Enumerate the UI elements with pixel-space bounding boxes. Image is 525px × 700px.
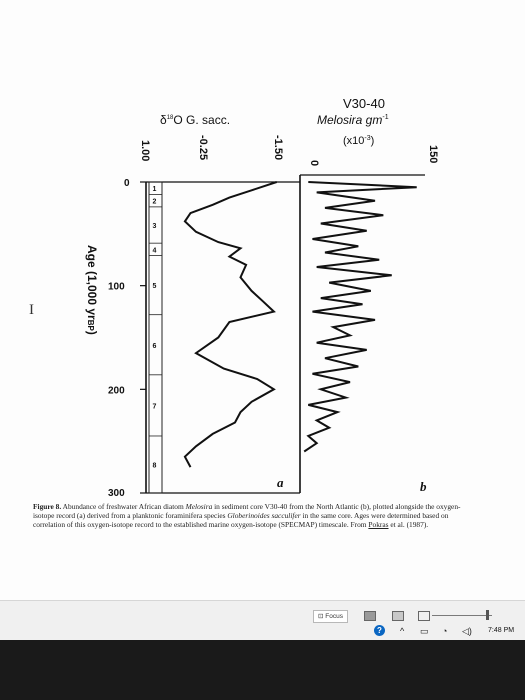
isotope-stages: 1 2 3 4 5 6 7 8 bbox=[149, 186, 162, 469]
figure-caption: Figure 8. Abundance of freshwater Africa… bbox=[33, 502, 465, 529]
melosira-scale: (x10-3) bbox=[343, 135, 374, 147]
stage-label: 1 bbox=[153, 186, 157, 193]
caption-text-7: et al. (1987). bbox=[388, 520, 429, 529]
melosira-label: Melosira gm-1 bbox=[317, 113, 389, 127]
caption-fig-label: Figure 8. bbox=[33, 502, 62, 511]
print-layout-icon[interactable] bbox=[392, 611, 404, 621]
caption-genus: Melosira bbox=[185, 502, 213, 511]
age-tick-label: 0 bbox=[124, 178, 130, 189]
panel-b-label: b bbox=[420, 479, 427, 494]
tick-0-melosira: 0 bbox=[308, 160, 320, 166]
stage-column bbox=[148, 181, 163, 494]
age-tick-labels: 0 100 200 300 bbox=[108, 178, 146, 499]
core-label: V30-40 bbox=[343, 96, 385, 111]
zoom-slider[interactable] bbox=[432, 615, 492, 616]
volume-icon[interactable]: ◁) bbox=[462, 626, 472, 636]
document-page: I V30-40 Melosira gm-1 (x10-3) δ18O G. s… bbox=[29, 96, 465, 529]
age-tick-label: 200 bbox=[108, 385, 125, 396]
age-tick-label: 100 bbox=[108, 282, 125, 293]
melosira-series bbox=[303, 181, 417, 453]
web-layout-icon[interactable] bbox=[418, 611, 430, 621]
clock[interactable]: 7:48 PM bbox=[488, 627, 515, 634]
o18-label: δ18O G. sacc. bbox=[160, 113, 230, 127]
tick-150: 150 bbox=[427, 145, 439, 163]
system-tray: ? ^ ▭ ◔ ◁) 7:48 PM bbox=[0, 623, 525, 639]
help-icon[interactable]: ? bbox=[374, 625, 385, 636]
caption-citation-link[interactable]: Pokras bbox=[368, 520, 389, 529]
tick-neg025: -0.25 bbox=[197, 135, 209, 160]
focus-button[interactable]: ⊡ Focus bbox=[313, 610, 348, 623]
stage-label: 6 bbox=[153, 343, 157, 350]
stage-label: 8 bbox=[153, 462, 157, 469]
panel-a-label: a bbox=[277, 475, 284, 490]
oxygen-isotope-series bbox=[183, 181, 278, 468]
tick-100: 1.00 bbox=[139, 140, 151, 161]
read-mode-icon[interactable] bbox=[364, 611, 376, 621]
wifi-icon[interactable]: ◔ bbox=[442, 626, 448, 636]
tick-neg150: -1.50 bbox=[272, 135, 284, 160]
stage-label: 7 bbox=[153, 403, 157, 410]
caption-species: Globerinoides sacculifer bbox=[227, 511, 301, 520]
stage-label: 3 bbox=[153, 223, 157, 230]
stage-label: 2 bbox=[153, 199, 157, 206]
caption-text-5: in the same core. Ages were determined b… bbox=[33, 511, 449, 529]
chevron-up-icon[interactable]: ^ bbox=[400, 626, 405, 636]
focus-icon: ⊡ bbox=[318, 613, 326, 620]
desk-background bbox=[0, 640, 525, 700]
age-axis-label: Age (1,000 yrBP) bbox=[85, 245, 99, 335]
caption-text-1: Abundance of freshwater African diatom bbox=[61, 502, 186, 511]
word-status-bar: ⊡ Focus bbox=[0, 600, 525, 641]
age-tick-label: 300 bbox=[108, 488, 125, 499]
caption-text-3: in sediment core V30-40 from the North A… bbox=[33, 502, 461, 520]
zoom-slider-thumb[interactable] bbox=[486, 610, 489, 620]
battery-icon[interactable]: ▭ bbox=[420, 626, 429, 636]
stage-label: 5 bbox=[153, 283, 157, 290]
stage-label: 4 bbox=[153, 247, 157, 254]
figure-8: V30-40 Melosira gm-1 (x10-3) δ18O G. sac… bbox=[85, 96, 439, 499]
text-cursor-icon: I bbox=[29, 302, 34, 318]
